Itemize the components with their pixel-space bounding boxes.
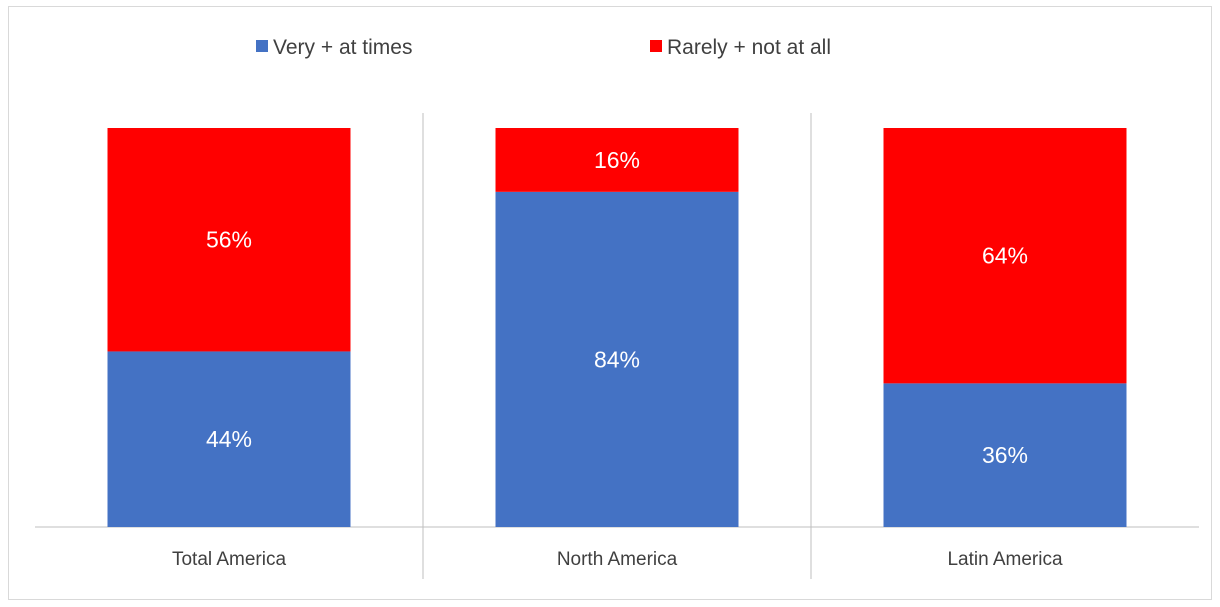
- x-tick-label-north-america: North America: [557, 549, 678, 570]
- x-tick-labels: Total America North America Latin Americ…: [172, 549, 1063, 570]
- legend-label-rarely-not-at-all: Rarely + not at all: [667, 36, 831, 59]
- data-label-north-america-very-at-times: 84%: [594, 346, 640, 372]
- bar-latin-america-rarely-not-at-all: [883, 128, 1127, 384]
- bar-latin-america-very-at-times: [883, 383, 1127, 527]
- category-separators: [422, 113, 812, 579]
- x-tick-label-total-america: Total America: [172, 549, 286, 570]
- legend: Very + at times Rarely + not at all: [256, 36, 831, 59]
- data-label-north-america-rarely-not-at-all: 16%: [594, 147, 640, 173]
- data-label-latin-america-rarely-not-at-all: 64%: [982, 243, 1028, 269]
- bar-labels: 44% 56% 84% 16% 36% 64%: [206, 147, 1028, 468]
- bar-north-america-rarely-not-at-all: [495, 128, 739, 192]
- legend-swatch-very-at-times: [256, 40, 268, 52]
- bar-total-america-rarely-not-at-all: [107, 128, 351, 352]
- bar-north-america-very-at-times: [495, 191, 739, 527]
- x-tick-label-latin-america: Latin America: [947, 549, 1063, 570]
- data-label-total-america-rarely-not-at-all: 56%: [206, 227, 252, 253]
- data-label-total-america-very-at-times: 44%: [206, 426, 252, 452]
- legend-swatch-rarely-not-at-all: [650, 40, 662, 52]
- legend-label-very-at-times: Very + at times: [273, 36, 412, 59]
- bar-total-america-very-at-times: [107, 351, 351, 527]
- bars: [107, 128, 1127, 527]
- data-label-latin-america-very-at-times: 36%: [982, 442, 1028, 468]
